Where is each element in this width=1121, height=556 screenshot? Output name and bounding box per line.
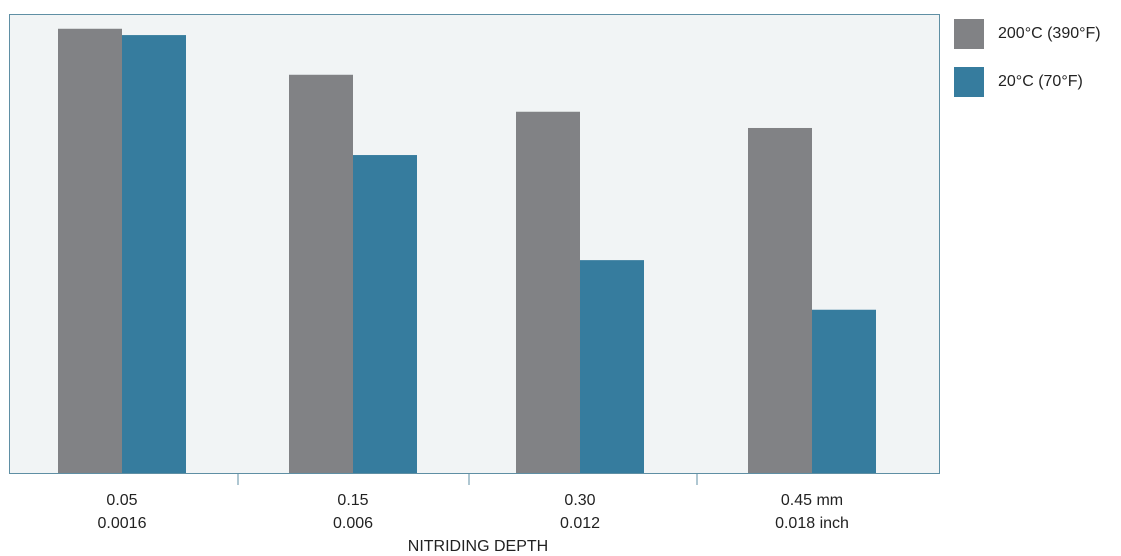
legend-item-200c: 200°C (390°F) — [954, 18, 1101, 50]
legend-item-20c: 20°C (70°F) — [954, 66, 1101, 98]
bar-blue-2 — [580, 260, 644, 473]
bar-grey-3 — [748, 127, 812, 474]
bar-grey-0 — [58, 28, 122, 473]
bar-grey-2 — [516, 111, 580, 474]
legend: 200°C (390°F) 20°C (70°F) — [954, 18, 1101, 114]
bar-grey-1 — [289, 74, 353, 473]
x-tick-label-inch-1: 0.006 — [333, 515, 373, 532]
legend-label-200c: 200°C (390°F) — [998, 25, 1101, 42]
legend-label-20c: 20°C (70°F) — [998, 73, 1083, 90]
x-axis-title: NITRIDING DEPTH — [408, 538, 548, 555]
x-tick-label-mm-1: 0.15 — [337, 492, 368, 509]
x-axis-ticks — [237, 473, 698, 485]
x-tick-label-mm-0: 0.05 — [106, 492, 137, 509]
bar-blue-3 — [812, 309, 876, 473]
legend-swatch-blue — [954, 67, 984, 97]
bar-blue-0 — [122, 35, 186, 473]
x-tick-label-mm-2: 0.30 — [564, 492, 595, 509]
x-tick-label-inch-0: 0.0016 — [98, 515, 147, 532]
x-tick-label-inch-3: 0.018 inch — [775, 515, 849, 532]
x-tick-label-inch-2: 0.012 — [560, 515, 600, 532]
bar-blue-1 — [353, 155, 417, 474]
bars-group — [58, 28, 876, 474]
x-tick-label-mm-3: 0.45 mm — [781, 492, 843, 509]
legend-swatch-grey — [954, 19, 984, 49]
x-axis-tick-labels: 0.05 0.0016 0.15 0.006 0.30 0.012 0.45 mm 0.018… — [98, 492, 849, 532]
